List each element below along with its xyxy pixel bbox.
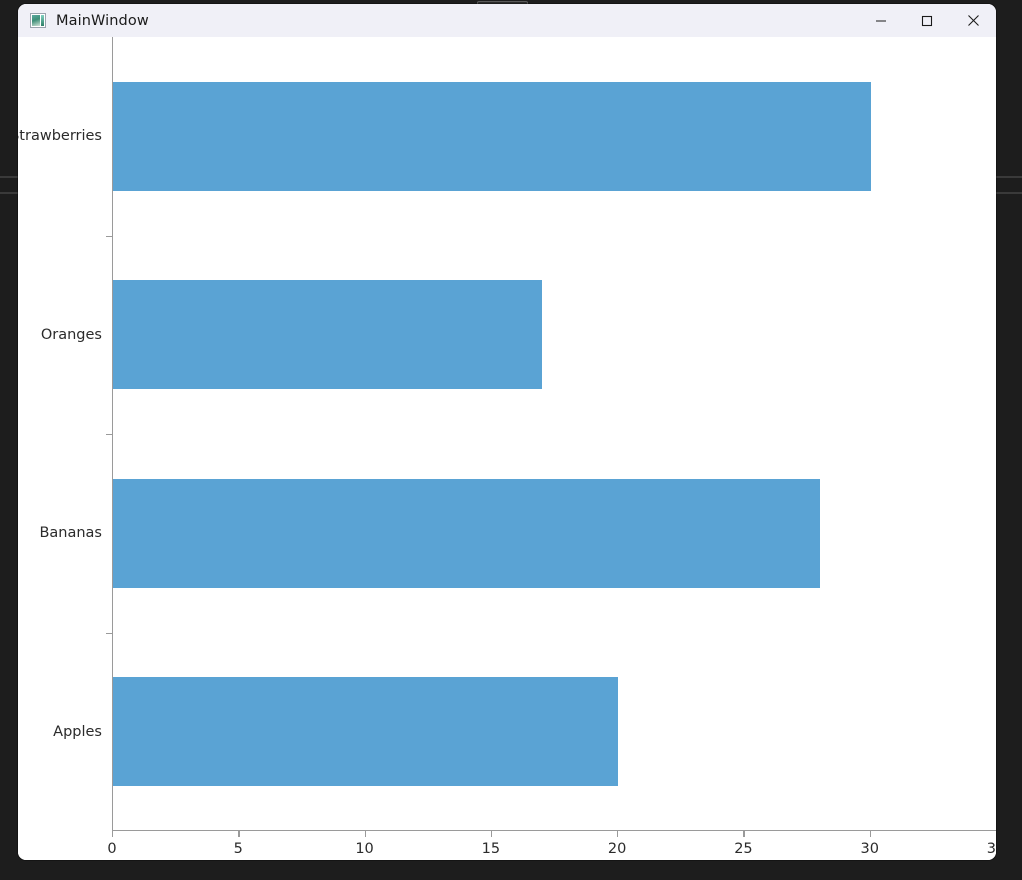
x-tick-mark <box>238 831 240 837</box>
x-axis-spine <box>112 830 996 832</box>
close-button[interactable] <box>950 4 996 37</box>
bar-apples <box>113 677 619 787</box>
main-window: MainWindow <box>18 4 996 860</box>
x-tick-label: 0 <box>107 841 117 857</box>
y-tick-label-apples: Apples <box>53 723 102 740</box>
x-tick-label: 30 <box>860 841 879 857</box>
x-tick-mark <box>112 831 114 837</box>
bar-strawberries <box>113 81 871 191</box>
x-tick-label: 20 <box>607 841 627 857</box>
app-icon-strip <box>41 15 44 26</box>
chart-axes: Apples Bananas Oranges Strawberries 0 5 10 15 2… <box>18 37 996 857</box>
x-tick-label: 25 <box>734 841 753 857</box>
x-tick-mark <box>364 831 366 837</box>
x-tick-mark <box>743 831 745 837</box>
bar-chart-canvas: Apples Bananas Oranges Strawberries 0 5 10 15 2… <box>18 37 996 860</box>
window-titlebar[interactable]: MainWindow <box>18 4 996 37</box>
x-tick-label: 35 <box>986 841 996 857</box>
y-tick-mark <box>106 434 112 436</box>
x-tick-mark <box>617 831 619 837</box>
x-tick-label: 10 <box>355 841 374 857</box>
maximize-button[interactable] <box>904 4 950 37</box>
y-tick-label-bananas: Bananas <box>39 525 102 542</box>
y-axis-spine <box>112 37 114 831</box>
y-tick-mark <box>106 632 112 634</box>
y-tick-mark <box>106 235 112 237</box>
bar-bananas <box>113 478 821 588</box>
x-tick-label: 5 <box>233 841 243 857</box>
bar-oranges <box>113 280 543 390</box>
minimize-button[interactable] <box>858 4 904 37</box>
y-tick-label-oranges: Oranges <box>40 326 102 343</box>
app-image-icon <box>30 13 46 28</box>
app-icon-square <box>32 15 40 26</box>
x-tick-mark <box>869 831 871 837</box>
window-title: MainWindow <box>56 12 149 29</box>
window-controls <box>858 4 996 37</box>
y-tick-label-strawberries: Strawberries <box>18 128 102 145</box>
x-tick-mark <box>490 831 493 837</box>
x-tick-label: 15 <box>481 841 501 857</box>
